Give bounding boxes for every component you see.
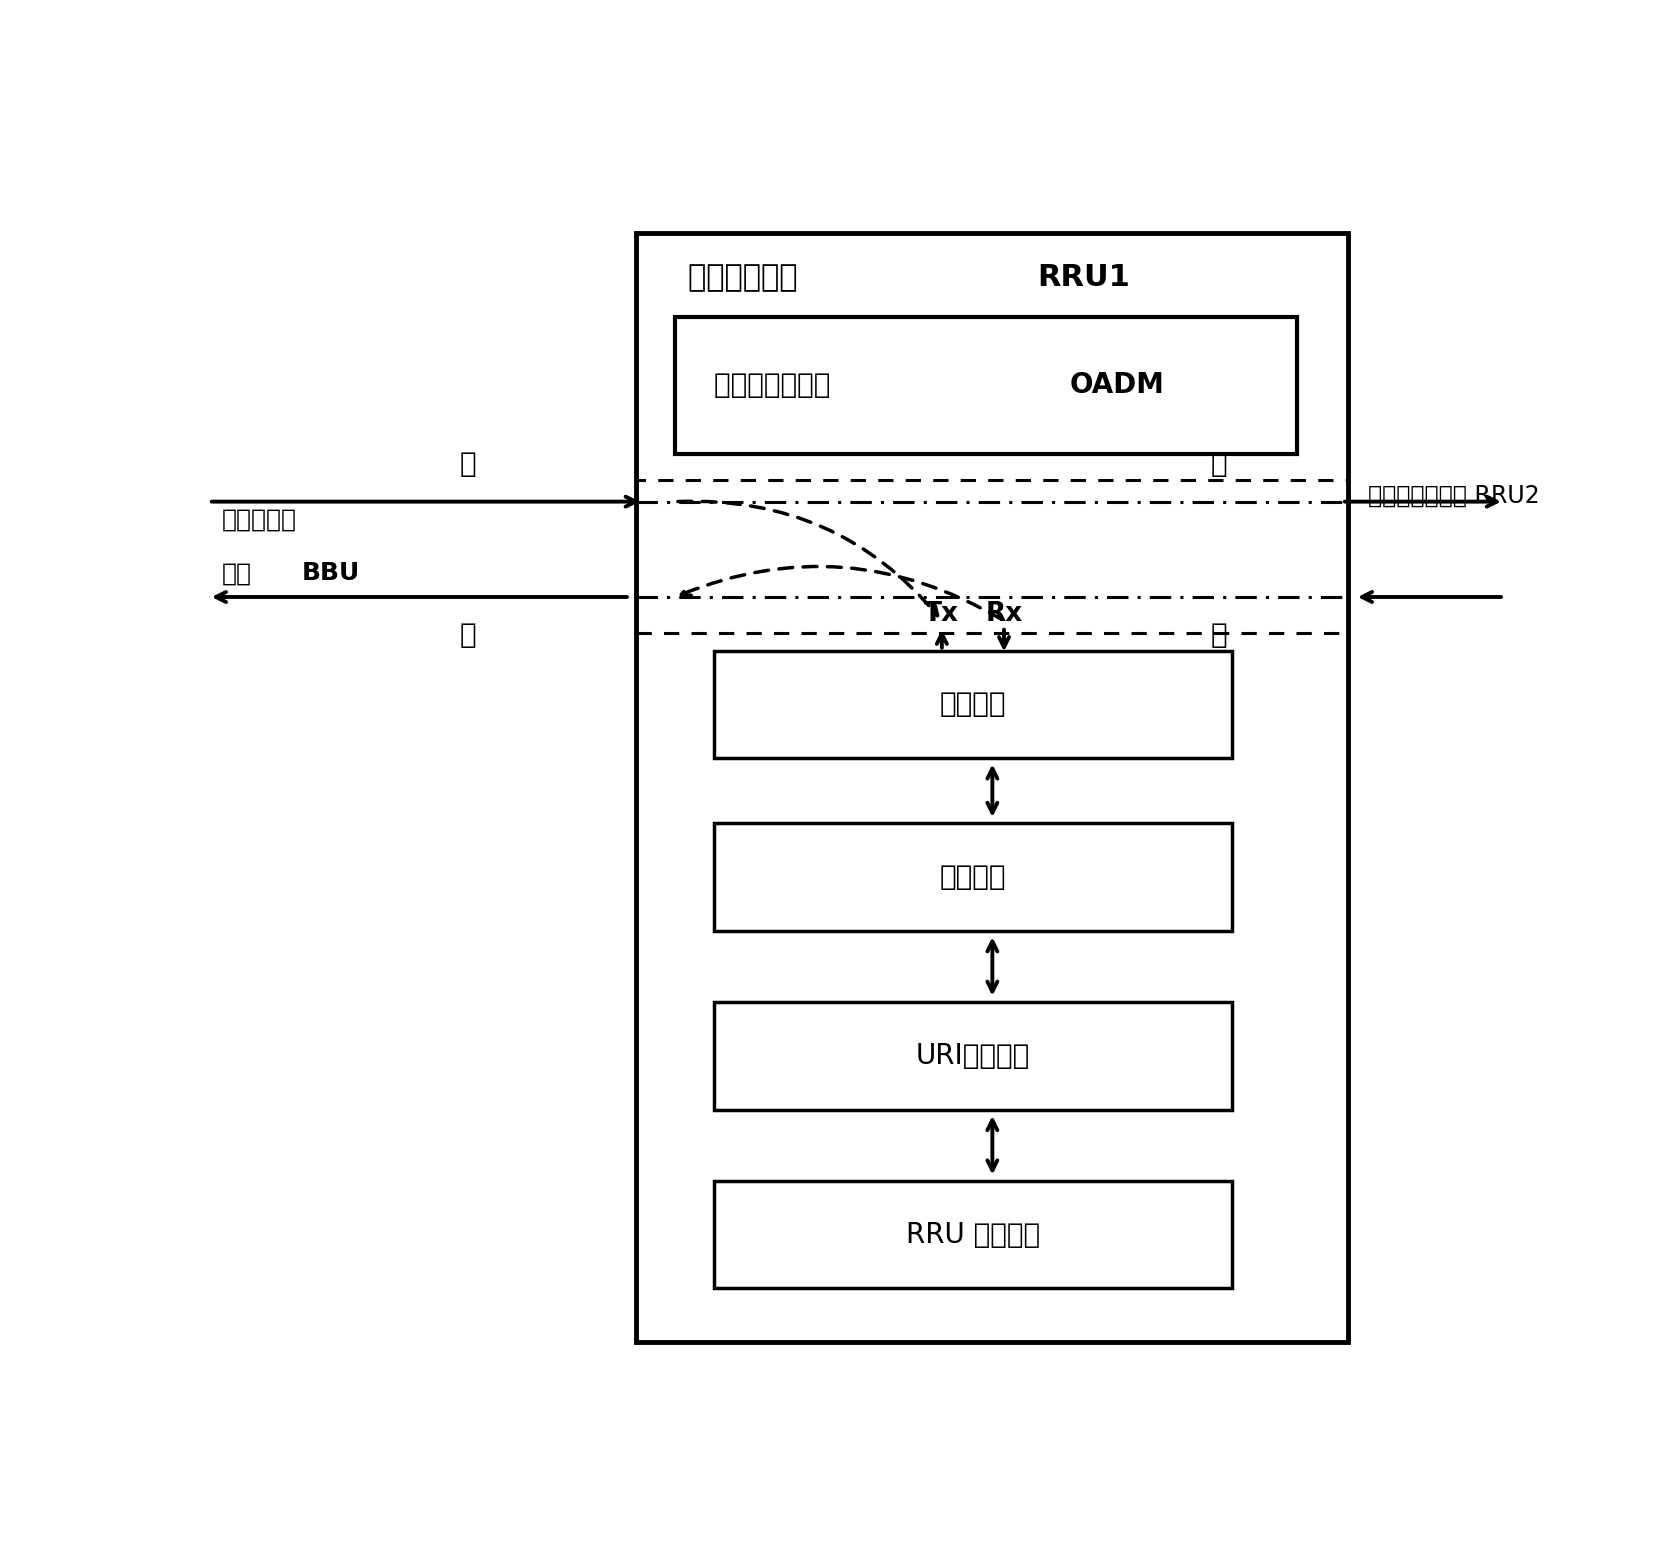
Text: Rx: Rx — [986, 601, 1023, 627]
Bar — [714, 650, 1232, 759]
Text: 光分插复用模块: 光分插复用模块 — [714, 372, 839, 399]
Text: RRU 处理单元: RRU 处理单元 — [906, 1221, 1039, 1249]
Text: 射频拉远单元: 射频拉远单元 — [688, 263, 807, 293]
Text: 至射频拉远单元 RRU2: 至射频拉远单元 RRU2 — [1369, 483, 1539, 508]
Text: 串并转换: 串并转换 — [939, 864, 1006, 892]
Bar — [714, 1181, 1232, 1288]
Text: 发: 发 — [1211, 450, 1227, 478]
Text: BBU: BBU — [302, 560, 361, 585]
Text: RRU1: RRU1 — [1038, 263, 1131, 293]
Text: 收: 收 — [1211, 621, 1227, 649]
Bar — [637, 234, 1348, 1342]
Text: Tx: Tx — [924, 601, 959, 627]
Text: 收: 收 — [460, 450, 476, 478]
Text: 至基带处理: 至基带处理 — [222, 508, 297, 531]
Text: 收发器件: 收发器件 — [939, 690, 1006, 718]
Bar — [675, 317, 1297, 454]
Text: OADM: OADM — [1069, 372, 1165, 399]
FancyArrowPatch shape — [678, 502, 937, 616]
Bar — [714, 1002, 1232, 1110]
Text: 单元: 单元 — [222, 560, 252, 585]
FancyArrowPatch shape — [682, 567, 1001, 619]
Text: 发: 发 — [460, 621, 476, 649]
Bar — [714, 824, 1232, 930]
Bar — [637, 480, 1348, 633]
Text: URI接口器件: URI接口器件 — [916, 1042, 1029, 1070]
